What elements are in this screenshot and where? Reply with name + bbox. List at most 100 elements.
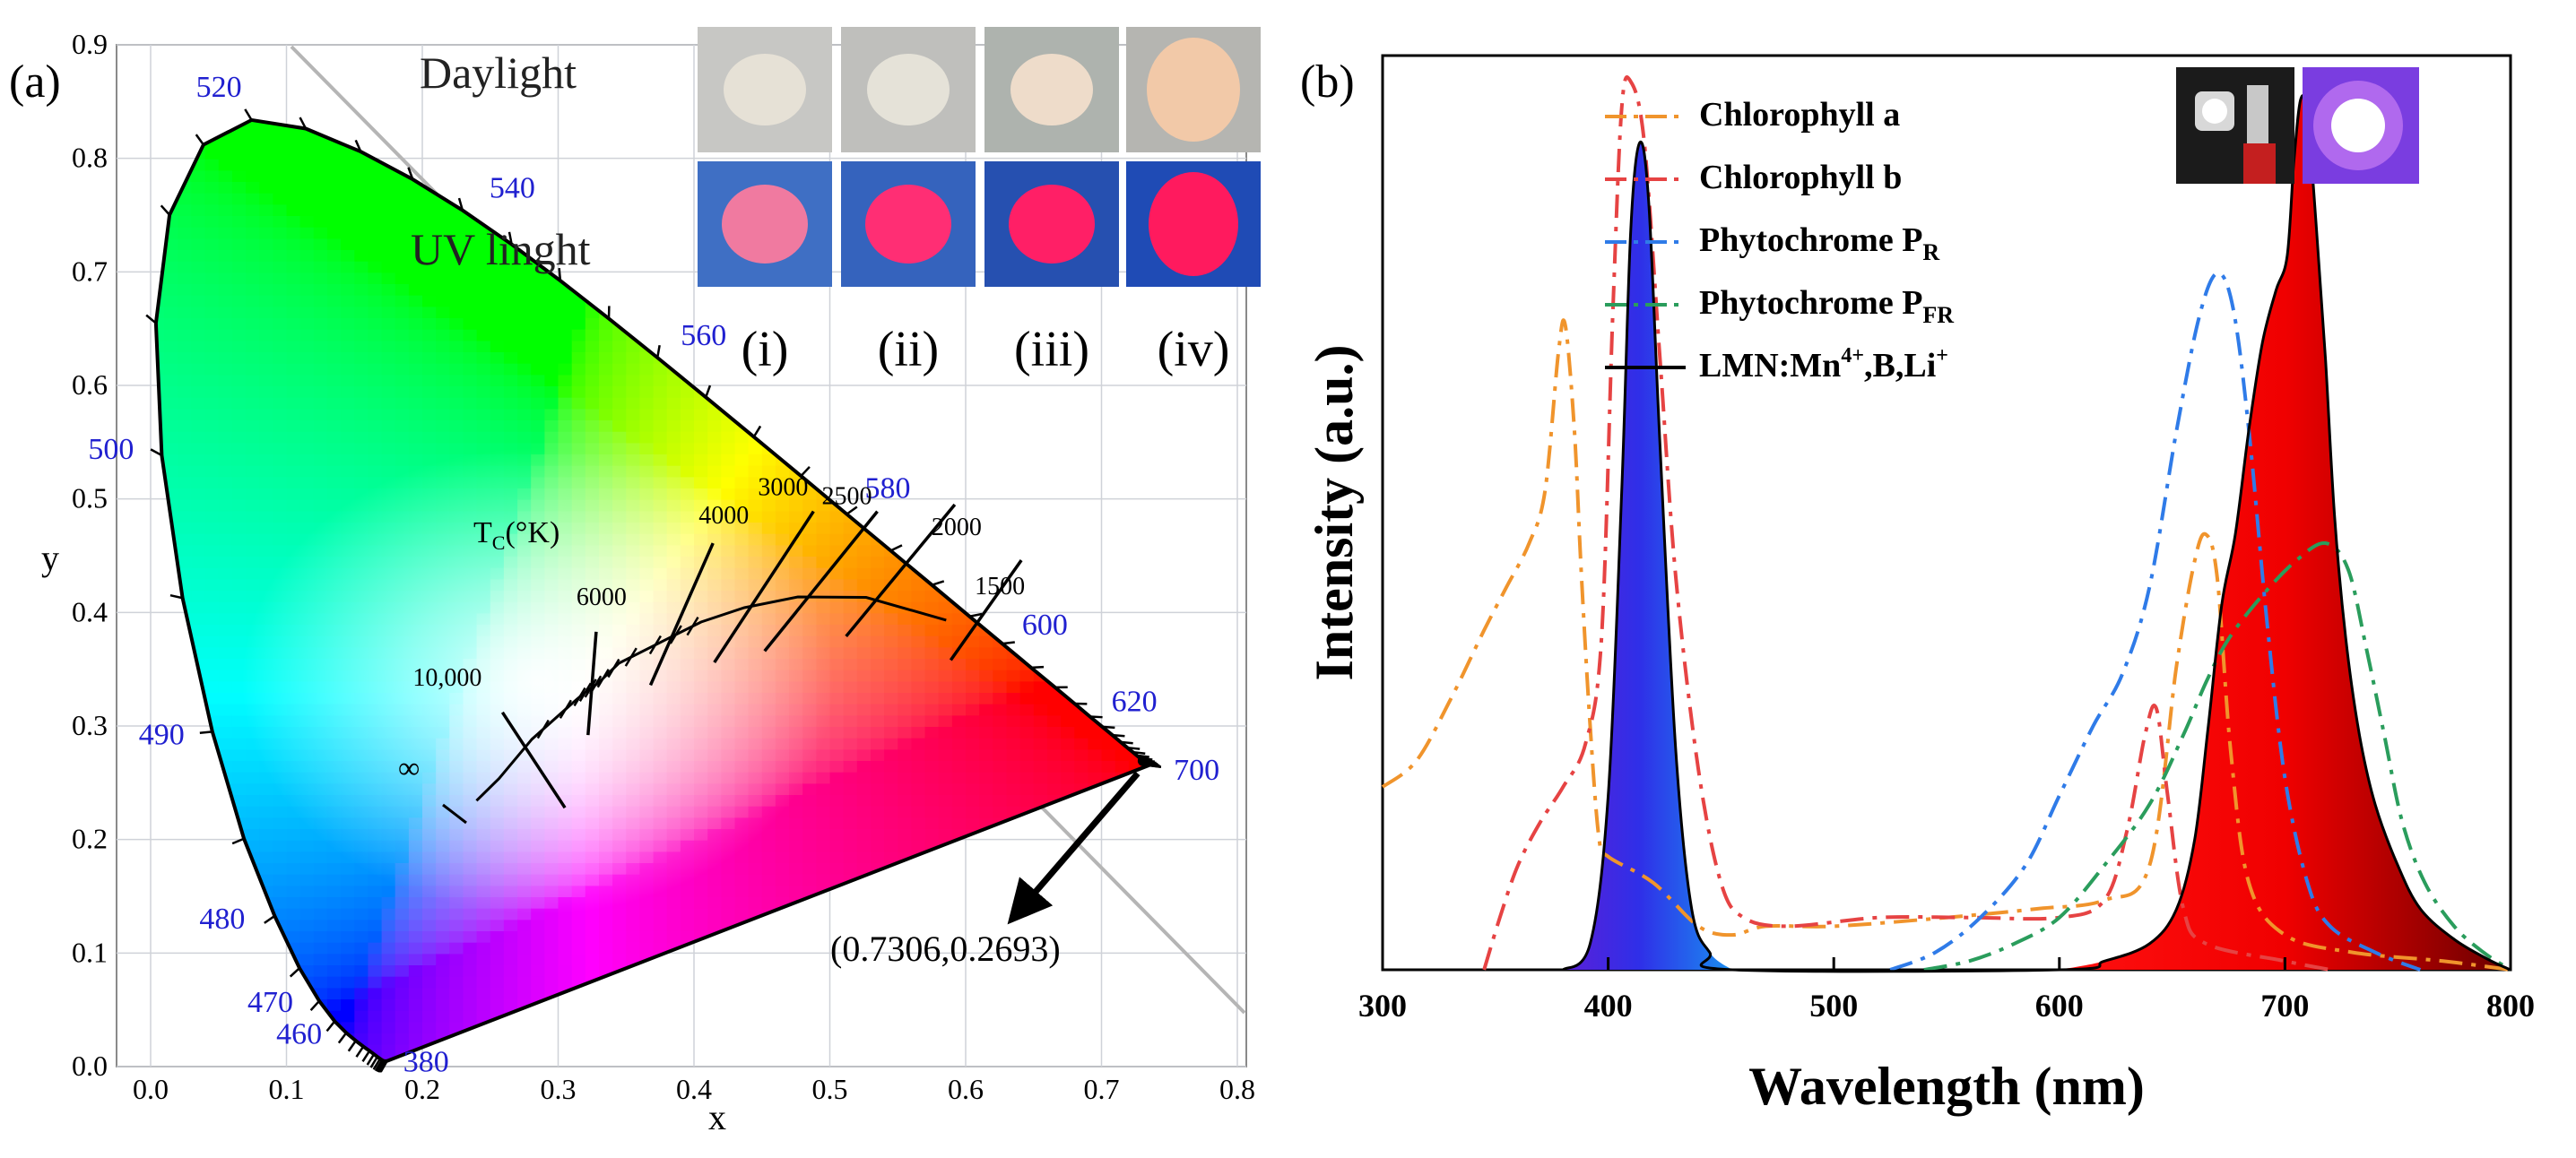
isotemperature-label: 2000 [932,514,982,541]
spectra-x-tick: 400 [1584,988,1633,1024]
uv-sample [1149,172,1238,276]
cie-x-tick: 0.3 [541,1073,577,1105]
wavelength-label: 600 [1022,609,1068,642]
wavelength-label: 560 [681,319,726,352]
panel-a-label: (a) [9,56,61,108]
legend-entry: LMN:Mn4+,B,Li+ [1699,344,1948,385]
cie-coordinate-point [1138,756,1149,766]
isotemperature-label: 1500 [975,573,1025,601]
spectra-legend: Chlorophyll a Chlorophyll b Phytochrome PR… [1605,96,1954,385]
locus-tick [932,581,943,584]
cie-x-tick: 0.4 [676,1073,712,1105]
locus-tick [1102,727,1115,728]
cie-chart-svg: 380460470480490500520540560580600620700 … [0,0,1291,1154]
locus-tick [349,1041,356,1050]
wavelength-label: 460 [276,1017,322,1050]
locus-tick [339,1033,346,1042]
lmn-blue-emission-fill [1563,142,1732,970]
legend-entry: Phytochrome PR [1699,221,1939,265]
cie-y-tick: 0.7 [72,255,108,287]
wavelength-label: 500 [88,433,134,466]
cie-y-tick: 0.0 [72,1050,108,1082]
spectra-x-tick: 500 [1809,988,1858,1024]
panel-b-label: (b) [1300,56,1355,108]
isotemperature-label: 10,000 [412,664,481,692]
infinity-label: ∞ [398,752,420,785]
locus-tick [706,385,710,397]
daylight-sample [867,54,950,125]
locus-tick [265,916,275,923]
cie-x-axis-label: x [708,1097,726,1137]
cie-x-tick: 0.2 [404,1073,440,1105]
daylight-sample [724,54,806,125]
cie-y-tick: 0.6 [72,368,108,401]
cie-x-tick: 0.0 [133,1073,169,1105]
led-off-photo [2176,67,2294,184]
wavelength-label: 700 [1174,754,1219,787]
legend-entry: Chlorophyll b [1699,159,1902,196]
locus-tick [327,1021,335,1031]
wavelength-label: 470 [247,986,293,1019]
cie-coordinate-label: (0.7306,0.2693) [830,929,1061,969]
cie-y-tick: 0.5 [72,482,108,514]
inset-uv-label: UV linght [411,224,591,274]
isotemperature-label: 3000 [758,474,808,502]
spectra-x-tick: 700 [2260,988,2309,1024]
legend-entry: Phytochrome PFR [1699,284,1954,328]
cie-y-tick: 0.8 [72,142,108,174]
cie-y-axis-label: y [41,538,59,578]
wavelength-label: 620 [1112,685,1158,718]
locus-tick [1002,643,1015,644]
tc-label: TC(°K) [473,516,559,554]
sample-label: (iv) [1158,322,1230,377]
sample-label: (iii) [1014,322,1089,377]
panel-b-spectra: (b) 300 400 500 600 700 800 Wavelength (nm) I… [1291,0,2576,1154]
locus-tick [657,345,659,358]
spectra-x-tick: 600 [2035,988,2084,1024]
cie-y-tick: 0.4 [72,595,108,627]
spectra-chart-svg: (b) 300 400 500 600 700 800 Wavelength (nm) I… [1291,0,2576,1154]
locus-tick [890,545,902,550]
wavelength-label: 540 [490,172,535,205]
daylight-sample [1147,38,1240,142]
locus-tick [291,968,299,976]
uv-sample [1009,185,1095,264]
cie-x-tick-labels: 0.0 0.1 0.2 0.3 0.4 0.5 0.6 0.7 0.8 [133,1073,1255,1105]
locus-tick [161,205,169,214]
isotemperature-label: 4000 [698,502,749,530]
spectra-x-axis-label: Wavelength (nm) [1748,1057,2145,1116]
locus-tick [357,1047,364,1058]
uv-sample [865,185,951,264]
uv-sample [722,185,808,264]
cie-y-tick: 0.2 [72,823,108,855]
cie-x-tick: 0.1 [269,1073,305,1105]
cie-y-tick: 0.3 [72,709,108,741]
locus-tick [1090,716,1103,717]
locus-tick [754,426,760,436]
cie-y-tick: 0.1 [72,936,108,968]
wavelength-label: 480 [199,903,245,936]
locus-tick [363,1051,370,1062]
cie-x-tick: 0.6 [948,1073,984,1105]
daylight-sample [1010,54,1093,125]
inset-daylight-label: Daylight [420,48,577,98]
spectra-x-tick: 300 [1358,988,1407,1024]
cie-y-tick-labels: 0.00.10.20.30.40.50.60.70.80.9 [72,28,108,1082]
locus-tick [245,109,251,120]
spectra-x-tick: 800 [2486,988,2535,1024]
locus-tick [1121,742,1133,743]
cie-x-tick: 0.7 [1084,1073,1120,1105]
locus-tick [196,134,204,144]
spectra-y-axis-label: Intensity (a.u.) [1305,344,1364,680]
isotemperature-label: 6000 [577,583,627,611]
sample-label: (i) [742,322,789,377]
legend-entry: Chlorophyll a [1699,96,1900,134]
cie-x-tick: 0.8 [1219,1073,1255,1105]
cie-x-tick: 0.5 [812,1073,848,1105]
locus-tick [1112,735,1124,736]
locus-tick [1132,752,1145,754]
wavelength-label: 520 [196,71,242,104]
locus-tick [1031,667,1044,668]
isotemperature-label: 2500 [822,483,872,511]
